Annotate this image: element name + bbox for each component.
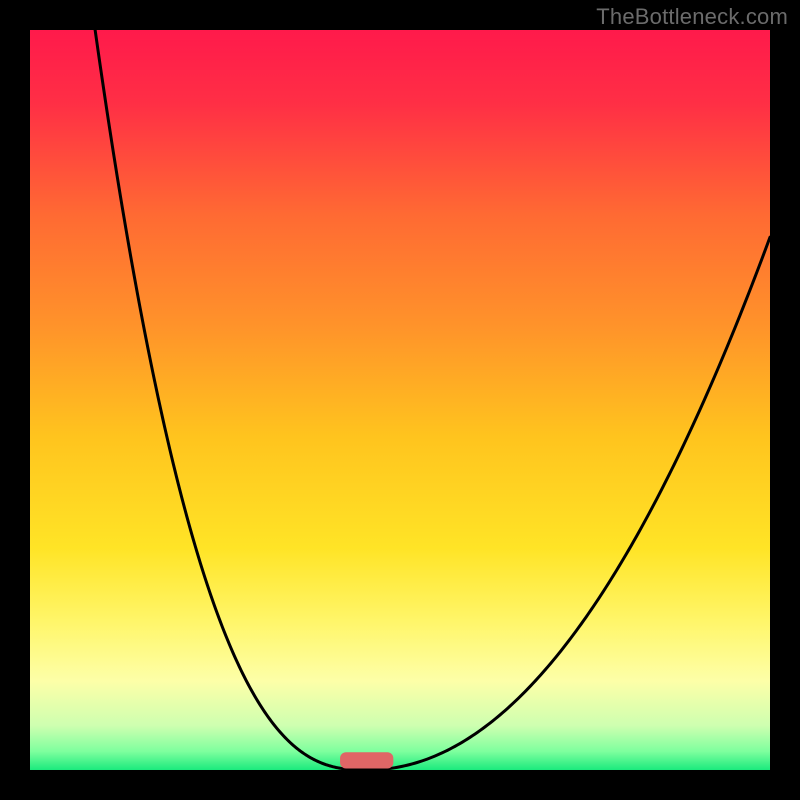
min-marker <box>340 752 393 768</box>
chart-stage: TheBottleneck.com <box>0 0 800 800</box>
watermark-text: TheBottleneck.com <box>596 4 788 30</box>
chart-svg <box>0 0 800 800</box>
